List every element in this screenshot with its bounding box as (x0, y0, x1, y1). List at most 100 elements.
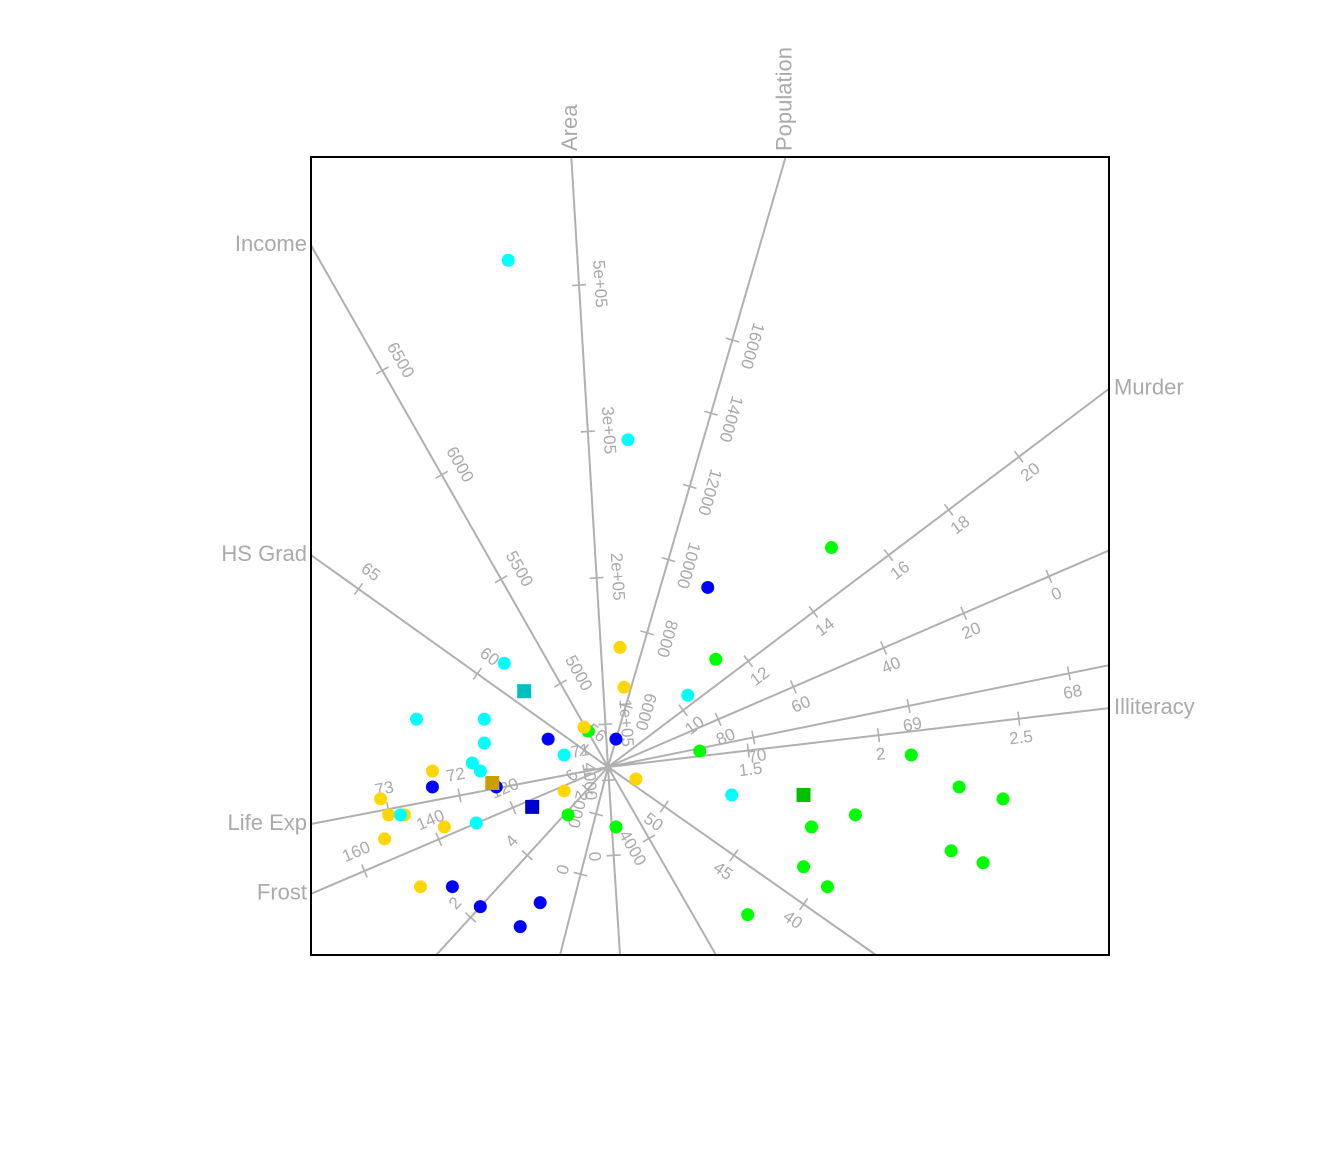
axis-extra-0-tick-3 (960, 606, 968, 620)
axis-extra-1-line (607, 664, 1110, 768)
axis-illiteracy-tick-label-2: 2.5 (1008, 727, 1034, 749)
point-west-4 (409, 712, 423, 726)
axis-population-tick-4 (704, 410, 718, 416)
axis-extra-0-tick-label-2: 40 (879, 653, 904, 678)
axis-murder-tick-1 (743, 655, 754, 668)
axis-frost-name: Frost (257, 880, 307, 905)
axis-area-tick-label-2: 3e+05 (598, 406, 620, 455)
axis-population-tick-label-2: 10000 (673, 540, 704, 591)
point-south-5 (609, 820, 623, 834)
axis-extra-4-tick-1 (606, 854, 621, 857)
points-layer (374, 253, 1010, 934)
axis-population-name: Population (771, 47, 796, 151)
axis-population-tick-2 (661, 556, 676, 563)
axis-extra-4-tick-0 (601, 778, 616, 782)
axis-area-tick-3 (571, 283, 587, 287)
axis-population-tick-0 (618, 703, 633, 709)
centroid-north-central (485, 775, 500, 790)
point-south-15 (741, 908, 755, 922)
point-south-0 (824, 541, 838, 555)
centroid-south (796, 787, 811, 802)
axis-population-line (607, 156, 787, 768)
axis-extra-0-tick-label-1: 60 (788, 692, 813, 717)
axis-life-exp-tick-label-0: 71 (569, 740, 591, 762)
axis-frost-tick-2 (360, 864, 368, 878)
point-west-5 (477, 712, 491, 726)
axis-illiteracy-tick-0 (746, 743, 750, 758)
axis-extra-5-line (607, 766, 717, 956)
axis-murder-tick-label-3: 16 (887, 557, 914, 584)
axis-extra-2-tick-2 (464, 912, 477, 923)
point-west-3 (681, 688, 695, 702)
axis-extra-0-tick-label-4: 0 (1048, 583, 1064, 604)
point-south-10 (804, 820, 818, 834)
point-north-central-5 (425, 764, 439, 778)
centroid-west (517, 684, 532, 699)
axis-illiteracy-name: Illiteracy (1114, 694, 1195, 719)
axis-extra-1-tick-1 (906, 698, 911, 713)
point-north-central-7 (382, 808, 396, 822)
axis-hs-grad-tick-0 (579, 743, 589, 757)
axis-income-tick-2 (435, 470, 449, 479)
axis-extra-2-tick-0 (581, 784, 594, 795)
axis-extra-0-tick-0 (714, 712, 722, 727)
axis-population-tick-label-1: 8000 (653, 618, 682, 660)
point-south-2 (693, 744, 707, 758)
axis-income-line (310, 244, 609, 768)
axis-population-tick-label-3: 12000 (694, 467, 725, 518)
axis-illiteracy-tick-1 (876, 728, 881, 743)
point-west-11 (394, 808, 408, 822)
axis-extra-6-tick-1 (729, 849, 739, 862)
point-west-2 (497, 656, 511, 670)
axis-income-tick-label-0: 5000 (561, 652, 596, 694)
axis-extra-1-tick-2 (1066, 666, 1072, 681)
point-west-10 (725, 788, 739, 802)
axis-illiteracy-tick-2 (1017, 711, 1021, 726)
axis-illiteracy-line (607, 707, 1110, 768)
point-northeast-2 (541, 732, 555, 746)
axis-area-tick-label-1: 2e+05 (607, 552, 629, 601)
axis-extra-2-tick-label-1: 4 (502, 831, 522, 851)
axis-extra-4-tick-label-0: 4000 (579, 762, 600, 801)
axis-life-exp-tick-label-1: 72 (444, 764, 466, 786)
axis-extra-6-tick-2 (798, 898, 809, 911)
point-north-central-6 (374, 792, 388, 806)
axis-area-tick-label-3: 5e+05 (589, 259, 611, 308)
axis-hs-grad-tick-label-2: 65 (358, 559, 384, 585)
point-northeast-4 (425, 780, 439, 794)
axis-population-tick-label-4: 14000 (715, 394, 746, 445)
point-west-0 (501, 253, 515, 267)
axis-murder-tick-label-0: 10 (681, 712, 708, 739)
axis-extra-0-tick-1 (789, 680, 797, 694)
axis-income-tick-0 (554, 679, 567, 688)
axis-hs-grad-line (310, 554, 609, 768)
point-west-1 (621, 433, 635, 447)
axis-extra-3-line (559, 766, 609, 956)
axis-extra-2-line (435, 766, 609, 956)
axis-extra-1-tick-0 (751, 730, 756, 745)
axis-murder-line (607, 387, 1110, 768)
axis-extra-0-tick-label-3: 20 (959, 618, 984, 643)
axis-population-tick-5 (725, 337, 740, 343)
point-north-central-0 (613, 640, 627, 654)
axis-extra-3-tick-0 (589, 811, 603, 817)
axis-income-tick-label-1: 5500 (502, 548, 537, 590)
axis-life-exp-name: Life Exp (228, 810, 308, 835)
centroid-northeast (525, 799, 540, 814)
axis-frost-tick-0 (509, 800, 517, 815)
axis-income-tick-3 (375, 366, 389, 375)
axis-extra-3-tick-1 (573, 871, 588, 877)
axis-extra-3-tick-label-1: 0 (552, 863, 573, 877)
axis-life-exp-tick-1 (457, 788, 462, 803)
axis-extra-6-tick-label-2: 40 (780, 907, 806, 933)
point-west-8 (465, 756, 479, 770)
axis-extra-6-tick-0 (659, 800, 669, 813)
axis-extra-4-tick-label-1: 0 (585, 851, 605, 862)
point-northeast-1 (609, 732, 623, 746)
axis-murder-tick-0 (678, 704, 689, 717)
point-south-8 (996, 792, 1010, 806)
axis-murder-tick-label-5: 20 (1017, 459, 1044, 486)
axis-extra-0-tick-4 (1045, 569, 1053, 584)
axis-murder-tick-5 (1013, 450, 1024, 463)
